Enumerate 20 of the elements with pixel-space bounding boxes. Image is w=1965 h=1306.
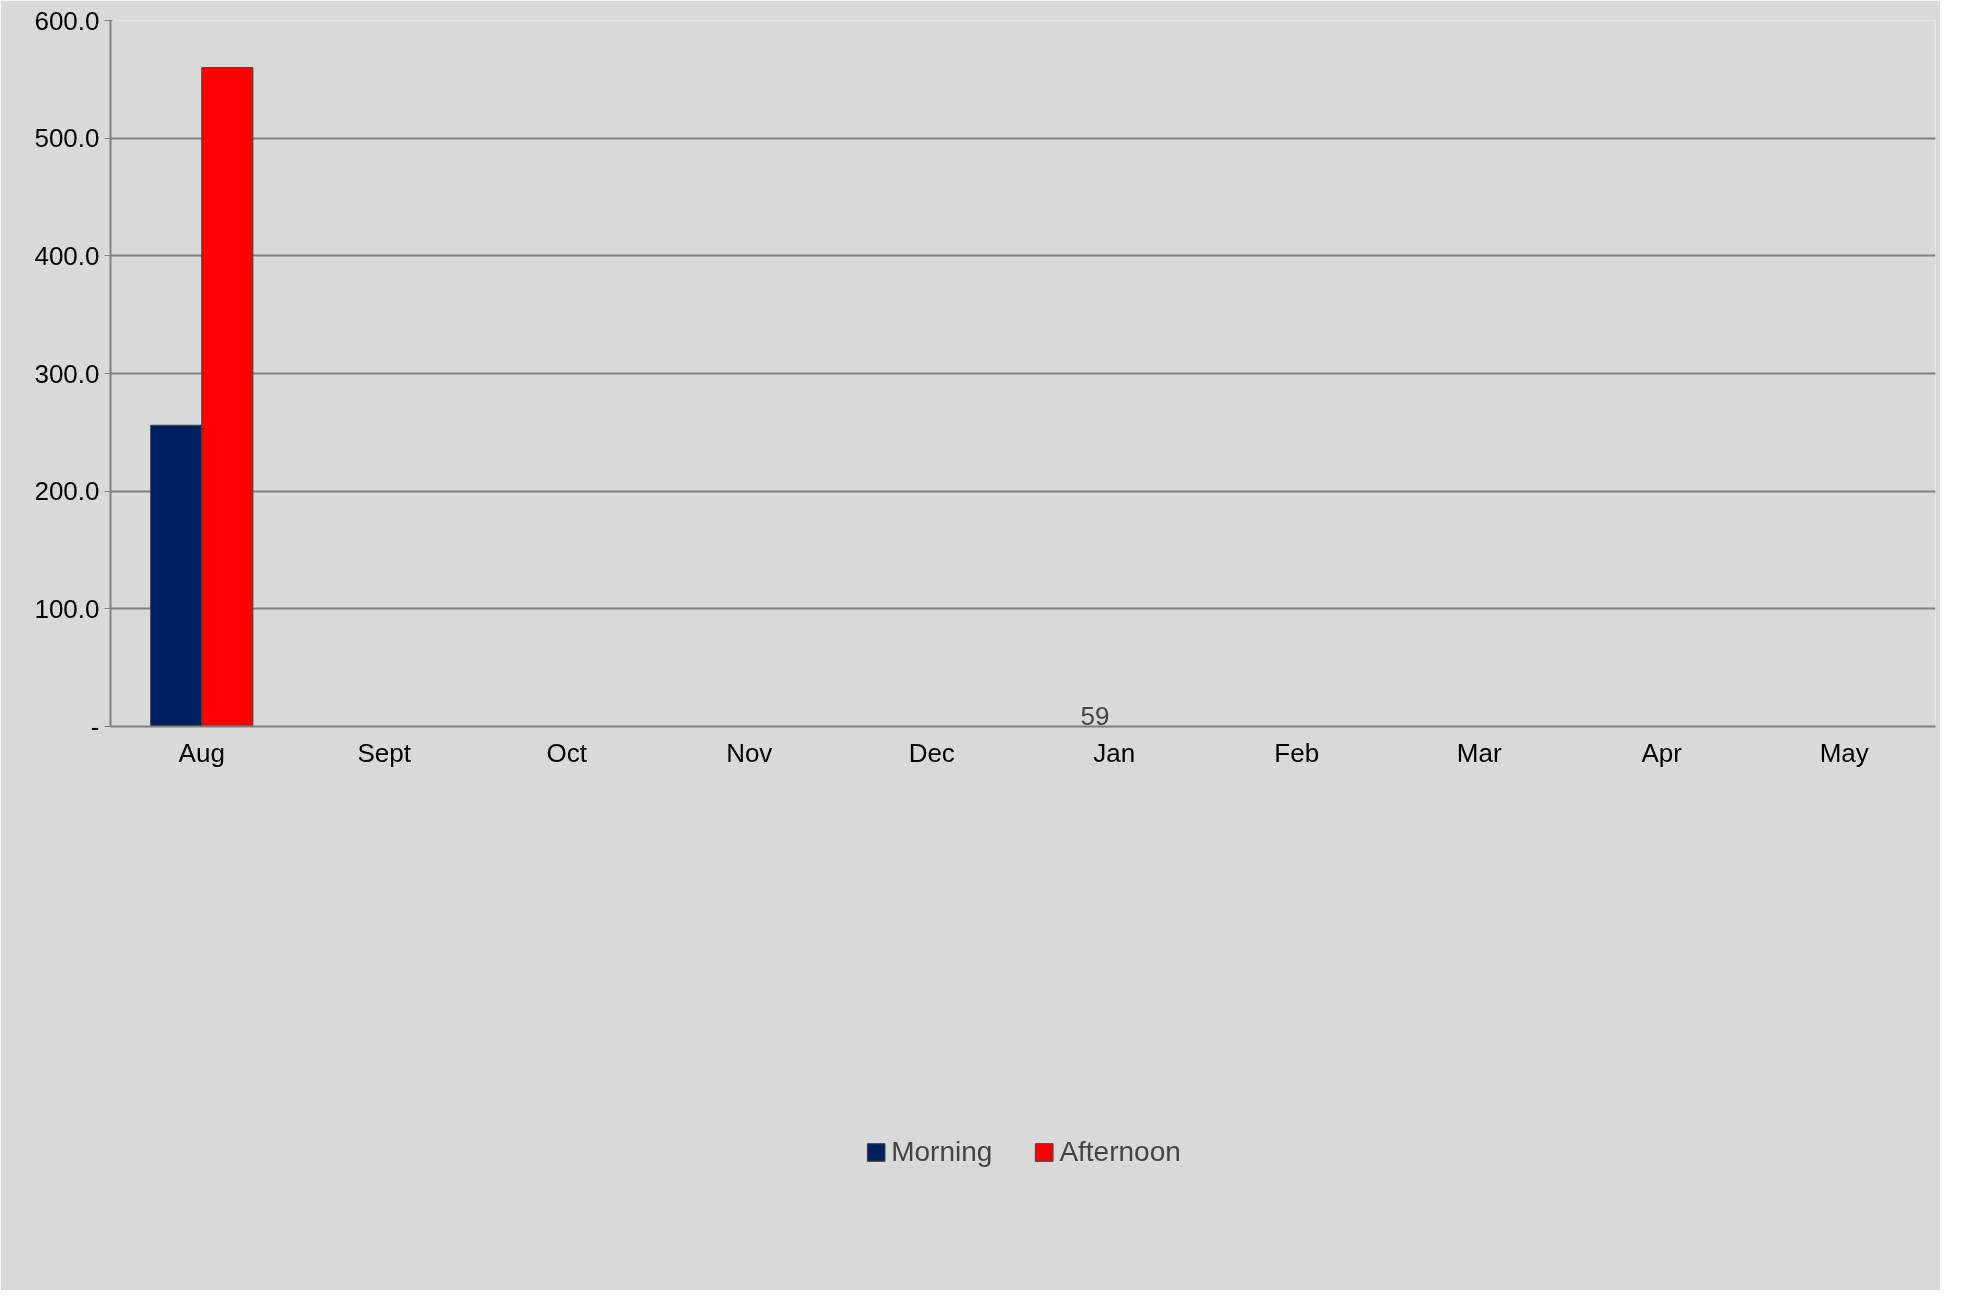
y-tick-label: - bbox=[90, 711, 100, 742]
x-tick-label: Apr bbox=[1641, 737, 1683, 768]
x-tick-label: Sept bbox=[357, 737, 412, 768]
y-tick-label: 600.0 bbox=[34, 5, 100, 36]
annotation: 59 bbox=[1080, 700, 1110, 731]
y-tick-label: 100.0 bbox=[34, 593, 100, 624]
y-tick-label: 500.0 bbox=[34, 123, 100, 154]
x-tick-label: May bbox=[1819, 737, 1869, 768]
x-tick-label: Dec bbox=[908, 737, 955, 768]
x-tick-label: Feb bbox=[1274, 737, 1320, 768]
y-tick-label: 400.0 bbox=[34, 240, 100, 271]
x-tick-label: Aug bbox=[178, 737, 225, 768]
y-tick-label: 200.0 bbox=[34, 476, 100, 507]
y-tick-label: 300.0 bbox=[34, 358, 100, 389]
x-tick-label: Jan bbox=[1093, 737, 1136, 768]
legend-label: Morning bbox=[891, 1136, 993, 1168]
legend-label: Afternoon bbox=[1059, 1136, 1181, 1168]
x-tick-label: Mar bbox=[1456, 737, 1502, 768]
x-tick-label: Oct bbox=[546, 737, 588, 768]
x-tick-label: Nov bbox=[726, 737, 773, 768]
